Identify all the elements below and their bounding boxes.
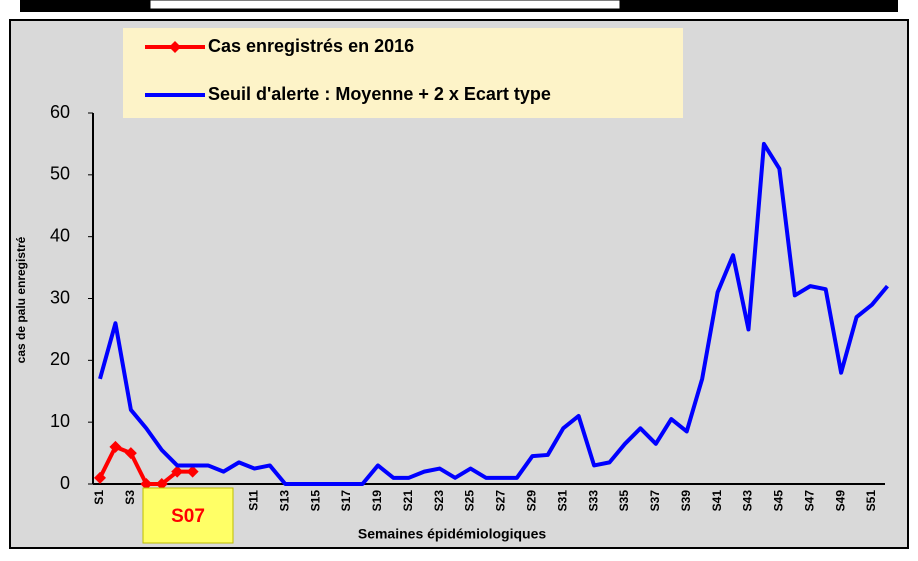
x-tick-label: S11 xyxy=(247,490,261,511)
x-tick-label: S45 xyxy=(772,490,786,512)
legend-label: Cas enregistrés en 2016 xyxy=(208,36,414,56)
y-tick-label: 30 xyxy=(50,287,70,307)
x-tick-label: S19 xyxy=(370,490,384,512)
x-tick-label: S51 xyxy=(864,490,878,512)
point xyxy=(171,465,184,478)
point xyxy=(186,465,199,478)
x-axis-title: Semaines épidémiologiques xyxy=(358,526,546,542)
y-tick-label: 20 xyxy=(50,349,70,369)
x-tick-label: S1 xyxy=(92,490,106,505)
point xyxy=(109,440,122,453)
y-tick-label: 50 xyxy=(50,164,70,184)
x-tick-label: S13 xyxy=(277,490,291,512)
point xyxy=(94,471,106,484)
x-tick-label: S49 xyxy=(833,490,847,512)
annotation: S07 xyxy=(171,506,205,527)
y-tick-label: 40 xyxy=(50,225,70,245)
x-tick-label: S43 xyxy=(741,490,755,512)
x-tick-label: S35 xyxy=(617,490,631,512)
x-tick-label: S37 xyxy=(648,490,662,512)
x-tick-label: S29 xyxy=(524,490,538,512)
y-tick-label: 0 xyxy=(60,473,70,493)
x-tick-label: S33 xyxy=(586,490,600,512)
x-tick-label: S27 xyxy=(494,490,508,512)
y-axis-title: cas de palu enregistré xyxy=(14,236,28,363)
series-line xyxy=(98,141,889,486)
x-tick-label: S25 xyxy=(463,490,477,512)
x-tick-label: S23 xyxy=(432,490,446,512)
annotation-box xyxy=(142,487,234,544)
x-tick-label: S41 xyxy=(710,490,724,512)
x-tick-label: S17 xyxy=(339,490,353,512)
x-tick-label: S39 xyxy=(679,490,693,512)
y-tick-label: 60 xyxy=(50,102,70,122)
legend-label: Seuil d'alerte : Moyenne + 2 x Ecart typ… xyxy=(208,84,551,104)
x-tick-label: S15 xyxy=(308,490,322,512)
legend-box xyxy=(123,28,683,118)
x-tick-label: S47 xyxy=(802,490,816,512)
x-tick-label: S31 xyxy=(555,490,569,512)
header-box xyxy=(149,0,621,10)
point xyxy=(124,447,137,460)
legend-marker xyxy=(169,41,181,53)
x-tick-label: S3 xyxy=(123,490,137,505)
x-tick-label: S21 xyxy=(401,490,415,512)
point xyxy=(140,478,153,490)
y-tick-label: 10 xyxy=(50,411,70,431)
point xyxy=(155,478,168,490)
